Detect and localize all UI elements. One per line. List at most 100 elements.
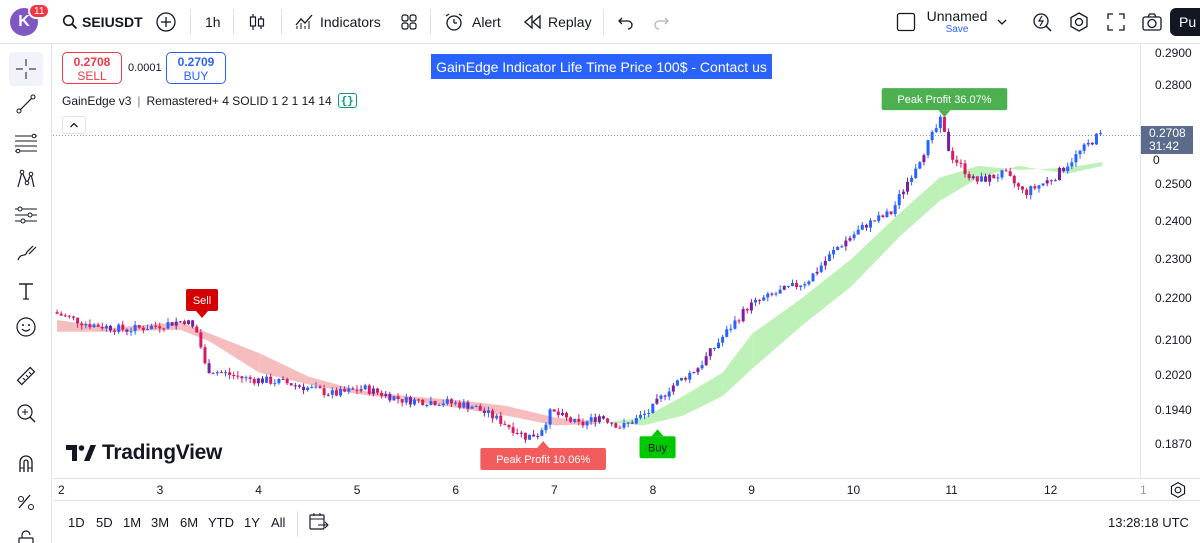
candle-body: [827, 254, 831, 261]
candle-body: [840, 246, 844, 248]
indicators-button[interactable]: Indicators: [294, 0, 381, 44]
magnet-tool[interactable]: [9, 446, 43, 480]
candle-body: [454, 402, 458, 404]
candle-body: [523, 432, 527, 440]
candle-body: [823, 260, 827, 266]
lock-tool[interactable]: [9, 522, 43, 543]
candle-body: [667, 391, 671, 397]
time-scale-settings[interactable]: [1169, 481, 1187, 502]
buy-button[interactable]: 0.2709 BUY: [166, 52, 226, 84]
indicator-legend[interactable]: GainEdge v3 | Remastered+ 4 SOLID 1 2 1 …: [62, 93, 357, 108]
candle-body: [589, 417, 593, 422]
candle-body: [766, 293, 770, 298]
period-button-all[interactable]: All: [271, 515, 286, 530]
signal-label-buy[interactable]: Buy: [639, 429, 676, 459]
compare-button[interactable]: [155, 0, 177, 44]
emoji-tool[interactable]: [9, 310, 43, 344]
candle-body: [634, 417, 638, 424]
undo-button[interactable]: [617, 0, 635, 44]
trend-cloud-segment: [259, 353, 309, 385]
time-tick-label: 6: [452, 483, 460, 497]
candle-body: [318, 386, 322, 389]
price-tick-label: 0.1870: [1155, 437, 1192, 451]
candle-body: [729, 328, 733, 330]
candle-body: [926, 140, 930, 156]
layout-checkbox[interactable]: [896, 0, 916, 44]
current-price-tag: 0.2708 31:42: [1141, 125, 1193, 154]
redo-button[interactable]: [652, 0, 670, 44]
utc-clock[interactable]: 13:28:18 UTC: [1108, 515, 1189, 530]
layout-name-button[interactable]: Unnamed Save: [927, 0, 988, 44]
source-code-icon[interactable]: {}: [337, 93, 357, 108]
symbol-search[interactable]: SEIUSDT: [62, 0, 143, 44]
candle-body: [474, 406, 478, 408]
candle-body: [380, 392, 384, 396]
candle-body: [293, 385, 297, 387]
alert-button[interactable]: Alert: [444, 0, 501, 44]
time-scale[interactable]: 2 3 4 5 6 7 8 9 10 11 12 1: [53, 478, 1200, 500]
candle-body: [306, 387, 310, 391]
candles-icon: [249, 14, 265, 30]
trend-line-tool[interactable]: [9, 87, 43, 121]
trend-cloud-segment: [683, 372, 723, 416]
period-button-ytd[interactable]: YTD: [208, 515, 234, 530]
pattern-tool[interactable]: [9, 162, 43, 196]
signal-label-peak[interactable]: Peak Profit 10.06%: [480, 440, 606, 470]
layout-menu-button[interactable]: [996, 0, 1008, 44]
candle-body: [680, 377, 684, 381]
zoom-tool[interactable]: [9, 396, 43, 430]
candle-body: [712, 347, 716, 349]
publish-button[interactable]: Pu: [1170, 8, 1200, 36]
signal-box: [639, 436, 676, 459]
price-chart[interactable]: Sell Buy Peak Profit 10.06% Peak Profit 36.…: [53, 45, 1140, 478]
price-scale[interactable]: 0.29000.28000.26000.25000.24000.23000.22…: [1140, 45, 1200, 478]
candle-body: [363, 385, 367, 390]
period-button-1m[interactable]: 1M: [123, 515, 142, 530]
candle-body: [790, 282, 794, 286]
signal-label-sell[interactable]: Sell: [186, 289, 219, 319]
chart-type-button[interactable]: [248, 0, 266, 44]
tradingview-logo[interactable]: TradingView: [66, 441, 222, 465]
separator: [281, 9, 282, 35]
smiley-icon: [16, 317, 36, 337]
period-button-1y[interactable]: 1Y: [244, 515, 260, 530]
candle-body: [495, 415, 499, 419]
crosshair-tool[interactable]: [9, 52, 43, 86]
quick-search-button[interactable]: [1031, 0, 1053, 44]
trend-cloud-segment: [850, 212, 901, 287]
time-tick-label: 2: [58, 483, 65, 497]
date-range-button[interactable]: [308, 511, 330, 536]
fib-tool[interactable]: [9, 126, 43, 160]
fullscreen-button[interactable]: [1106, 0, 1126, 44]
collapse-legend-button[interactable]: [62, 116, 86, 134]
candle-body: [458, 402, 462, 408]
layouts-button[interactable]: [400, 0, 418, 44]
drawing-mode-tool[interactable]: [9, 484, 43, 518]
brush-tool[interactable]: [9, 236, 43, 270]
replay-button[interactable]: Replay: [523, 0, 592, 44]
candle-body: [281, 378, 285, 380]
interval-button[interactable]: 1h: [205, 14, 221, 30]
sell-button[interactable]: 0.2708 SELL: [62, 52, 122, 84]
period-button-5d[interactable]: 5D: [96, 515, 113, 530]
trend-cloud-segment: [57, 320, 112, 332]
settings-button[interactable]: [1068, 0, 1090, 44]
text-icon: [19, 283, 33, 300]
chevron-down-icon: [997, 19, 1007, 25]
candle-body: [593, 417, 597, 422]
signal-text: Buy: [648, 442, 667, 454]
prediction-tool[interactable]: [9, 198, 43, 232]
candle-body: [622, 423, 626, 428]
signal-text: Peak Profit 36.07%: [897, 94, 991, 106]
ruler-icon: [16, 366, 36, 386]
period-button-3m[interactable]: 3M: [151, 515, 170, 530]
text-tool[interactable]: [9, 274, 43, 308]
snapshot-button[interactable]: [1141, 0, 1163, 44]
ruler-tool[interactable]: [9, 359, 43, 393]
candle-body: [437, 405, 441, 407]
period-button-1d[interactable]: 1D: [68, 515, 85, 530]
signal-label-peak[interactable]: Peak Profit 36.07%: [881, 88, 1008, 118]
candle-body: [1070, 162, 1074, 167]
candle-body: [466, 402, 470, 409]
period-button-6m[interactable]: 6M: [180, 515, 199, 530]
